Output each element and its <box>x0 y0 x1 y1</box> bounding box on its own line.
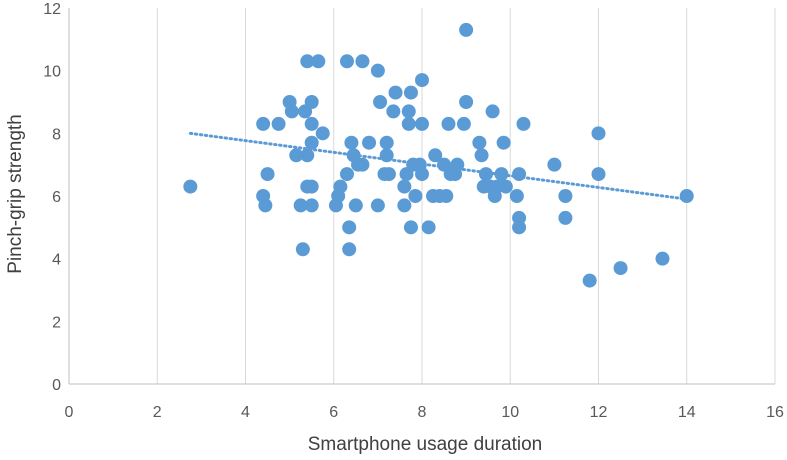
data-point <box>355 54 370 69</box>
data-point <box>613 261 628 276</box>
data-point <box>304 198 319 213</box>
data-point <box>388 85 403 100</box>
data-point <box>591 167 606 182</box>
data-point <box>370 198 385 213</box>
data-point <box>496 135 511 150</box>
axes <box>68 8 775 385</box>
data-point <box>370 63 385 78</box>
data-point <box>547 157 562 172</box>
y-tick-label: 6 <box>52 189 61 206</box>
data-points <box>183 22 694 288</box>
data-point <box>293 198 308 213</box>
x-axis-title: Smartphone usage duration <box>308 434 543 455</box>
data-point <box>260 167 275 182</box>
x-tick-label: 2 <box>153 404 162 421</box>
x-tick-label: 4 <box>241 404 250 421</box>
data-point <box>397 179 412 194</box>
data-point <box>450 157 465 172</box>
x-tick-label: 0 <box>65 404 74 421</box>
data-point <box>415 167 429 182</box>
data-point <box>300 148 315 163</box>
data-point <box>315 126 330 141</box>
x-tick-label: 12 <box>590 404 608 421</box>
data-point <box>403 85 418 100</box>
x-tick-label: 6 <box>329 404 338 421</box>
data-point <box>512 167 527 182</box>
data-point <box>339 54 354 69</box>
data-point <box>591 126 606 141</box>
data-point <box>415 116 429 131</box>
y-tick-label: 8 <box>52 126 61 143</box>
data-point <box>271 116 286 131</box>
y-tick-label: 2 <box>52 314 61 331</box>
data-point <box>386 104 401 119</box>
data-point <box>304 95 319 109</box>
data-point <box>459 22 474 37</box>
data-point <box>344 135 359 150</box>
data-point <box>478 167 493 182</box>
y-axis-title: Pinch-grip strength <box>5 114 26 273</box>
data-point <box>397 198 412 213</box>
data-point <box>679 189 694 203</box>
data-point <box>408 189 423 203</box>
data-point <box>428 148 443 163</box>
x-tick-label: 16 <box>766 404 784 421</box>
data-point <box>304 135 319 150</box>
data-point <box>284 104 299 119</box>
data-point <box>295 242 310 257</box>
data-point <box>485 104 500 119</box>
data-point <box>333 179 348 194</box>
y-tick-label: 12 <box>43 1 61 18</box>
data-point <box>401 104 416 119</box>
data-point <box>472 135 487 150</box>
data-point <box>558 189 573 203</box>
data-point <box>304 179 319 194</box>
y-tick-label: 4 <box>52 252 61 269</box>
data-point <box>304 116 319 131</box>
data-point <box>403 220 418 235</box>
data-point <box>289 148 304 163</box>
y-tick-label: 10 <box>43 64 61 81</box>
tick-labels: 0 2 4 6 8 10 12 14 16 0 2 4 6 8 10 12 <box>43 1 784 421</box>
data-point <box>459 95 474 109</box>
data-point <box>311 54 326 69</box>
data-point <box>373 95 388 109</box>
data-point <box>509 189 524 203</box>
x-tick-label: 14 <box>678 404 696 421</box>
data-point <box>379 135 394 150</box>
data-point <box>362 135 377 150</box>
data-point <box>339 167 354 182</box>
data-point <box>441 116 456 131</box>
data-point <box>439 189 454 203</box>
data-point <box>516 116 531 131</box>
data-point <box>258 198 273 213</box>
data-point <box>256 116 271 131</box>
data-point <box>342 242 357 257</box>
data-point <box>494 167 509 182</box>
data-point <box>183 179 198 194</box>
data-point <box>415 73 429 88</box>
data-point <box>379 148 394 163</box>
data-point <box>348 198 363 213</box>
data-point <box>582 273 597 288</box>
data-point <box>355 157 370 172</box>
x-tick-label: 10 <box>501 404 519 421</box>
data-point <box>456 116 471 131</box>
data-point <box>300 54 315 69</box>
data-point <box>381 167 396 182</box>
data-point <box>512 220 527 235</box>
x-tick-label: 8 <box>418 404 427 421</box>
y-tick-label: 0 <box>52 377 61 394</box>
data-point <box>342 220 357 235</box>
data-point <box>498 179 513 194</box>
data-point <box>401 116 416 131</box>
data-point <box>558 210 573 225</box>
data-point <box>655 251 670 266</box>
data-point <box>474 148 489 163</box>
data-point <box>421 220 436 235</box>
